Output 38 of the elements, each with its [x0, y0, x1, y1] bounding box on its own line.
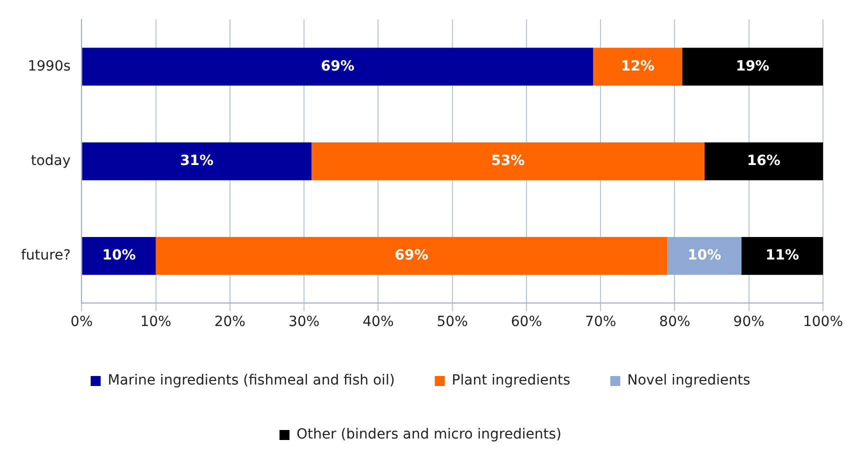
bar [741, 236, 823, 275]
x-tick-label: 100% [802, 314, 844, 330]
data-label: 12% [620, 58, 654, 74]
bar [82, 142, 312, 180]
y-tick-label: future? [21, 248, 71, 264]
x-tick-label: 0% [70, 314, 93, 330]
x-tick-label: 90% [733, 314, 764, 330]
x-tick-label: 70% [585, 314, 616, 330]
x-tick-label: 60% [510, 314, 542, 330]
y-tick-label: 1990s [28, 58, 71, 74]
bar [311, 142, 704, 180]
x-tick-label: 10% [140, 314, 172, 330]
legend-label: Novel ingredients [627, 372, 750, 389]
bar [156, 236, 668, 275]
x-tick-label: 40% [362, 314, 394, 330]
data-label: 53% [491, 152, 525, 169]
legend-label: Other (binders and micro ingredients) [296, 426, 562, 443]
data-label: 19% [736, 58, 770, 74]
bar [82, 48, 594, 86]
data-label: 10% [688, 248, 722, 264]
bar [682, 48, 823, 86]
bar [82, 236, 156, 275]
legend-label: Plant ingredients [452, 372, 570, 389]
data-label: 69% [394, 248, 428, 264]
x-tick-label: 80% [659, 314, 690, 330]
bar [667, 236, 742, 275]
x-tick-label: 20% [214, 314, 246, 330]
data-label: 11% [765, 248, 799, 264]
data-label: 69% [320, 58, 354, 74]
y-tick-label: today [30, 152, 71, 169]
data-label: 16% [746, 152, 780, 169]
x-tick-label: 30% [288, 314, 320, 330]
data-label: 10% [102, 248, 136, 264]
legend-label: Marine ingredients (fishmeal and fish oil) [108, 372, 395, 389]
bar [593, 48, 682, 86]
data-label: 31% [180, 152, 214, 169]
bar [704, 142, 823, 180]
x-tick-label: 50% [436, 314, 468, 330]
